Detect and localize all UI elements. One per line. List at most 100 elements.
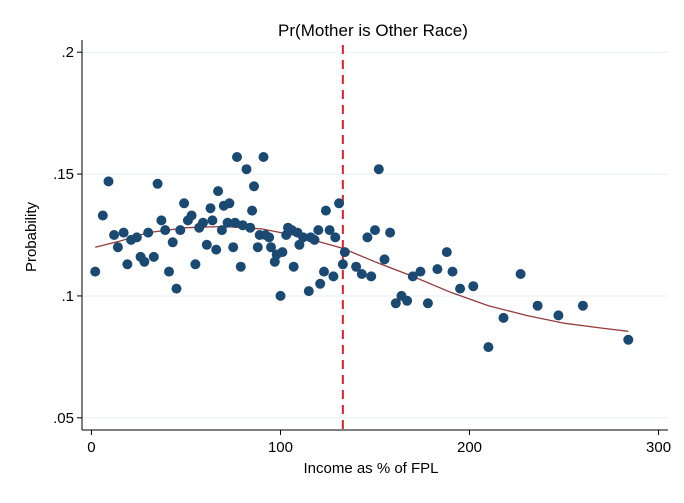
data-point [122,259,133,270]
data-point [156,215,167,226]
data-point [275,290,286,301]
data-point [201,239,212,250]
x-axis-title: Income as % of FPL [303,460,438,477]
data-point [118,227,129,238]
data-point [415,266,426,277]
data-point [171,283,182,294]
data-point [179,198,190,209]
data-point [241,164,252,175]
data-point [483,342,494,353]
data-point [385,227,396,238]
data-point [441,247,452,258]
data-point [198,217,208,228]
x-tick-label: 0 [87,439,95,456]
data-point [303,286,314,297]
data-points [90,152,634,353]
data-point [247,205,258,216]
data-point [294,239,305,250]
data-point [422,298,433,309]
y-tick-label: .15 [53,166,74,183]
data-point [455,283,466,294]
data-point [577,300,588,311]
data-point [252,242,263,253]
data-point [258,152,269,162]
data-point [211,244,222,255]
data-point [366,271,377,282]
data-point [90,266,101,277]
data-point [164,266,174,277]
data-point [402,295,413,306]
data-point [167,237,178,248]
y-tick-label: .2 [61,44,74,61]
y-tick-label: .1 [61,288,74,305]
data-point [337,259,348,270]
data-point [186,210,197,221]
data-point [313,225,324,236]
data-point [319,266,329,277]
y-tick-label: .05 [53,410,74,427]
data-point [213,186,224,197]
y-axis-title: Probability [23,201,40,272]
data-point [143,227,154,238]
data-point [207,215,218,226]
data-point [230,217,241,228]
x-tick-label: 100 [268,439,293,456]
data-point [315,278,326,289]
data-point [131,232,142,243]
data-point [109,230,120,240]
data-point [264,232,275,243]
data-point [328,271,339,282]
data-point [370,225,380,236]
data-point [139,256,150,267]
data-point [216,225,227,236]
data-point [112,242,123,253]
data-point [152,178,163,189]
chart-title: Pr(Mother is Other Race) [278,21,468,40]
data-point [334,198,345,209]
data-point [362,232,373,243]
data-point [356,269,367,279]
data-point [222,217,233,228]
data-point [205,203,216,214]
data-point [277,247,288,258]
data-point [298,232,309,243]
gridlines [82,51,668,419]
data-point [468,281,479,292]
data-point [245,222,256,233]
data-point [224,198,235,209]
ticks: .05 .1 .15 .2 0 100 200 300 [53,44,671,456]
data-point [623,334,634,345]
data-point [532,300,543,311]
data-point [379,254,390,265]
data-point [228,242,239,253]
data-point [407,271,418,282]
data-point [103,176,114,187]
x-tick-label: 200 [457,439,482,456]
data-point [190,259,201,270]
data-point [553,310,564,321]
data-point [232,152,242,162]
data-point [309,234,320,245]
data-point [148,251,159,262]
data-point [351,261,362,272]
data-point [432,264,443,275]
data-point [390,298,401,309]
data-point [249,181,259,192]
data-point [515,269,526,279]
data-point [266,242,276,253]
axes [81,40,668,431]
data-point [175,225,186,236]
data-point [160,225,171,236]
data-point [288,261,299,272]
data-point [339,247,350,258]
data-point [320,205,331,216]
data-point [498,312,509,323]
data-point [330,232,341,243]
data-point [373,164,384,175]
data-point [97,210,108,221]
data-point [447,266,458,277]
data-point [324,225,335,236]
x-tick-label: 300 [646,439,671,456]
